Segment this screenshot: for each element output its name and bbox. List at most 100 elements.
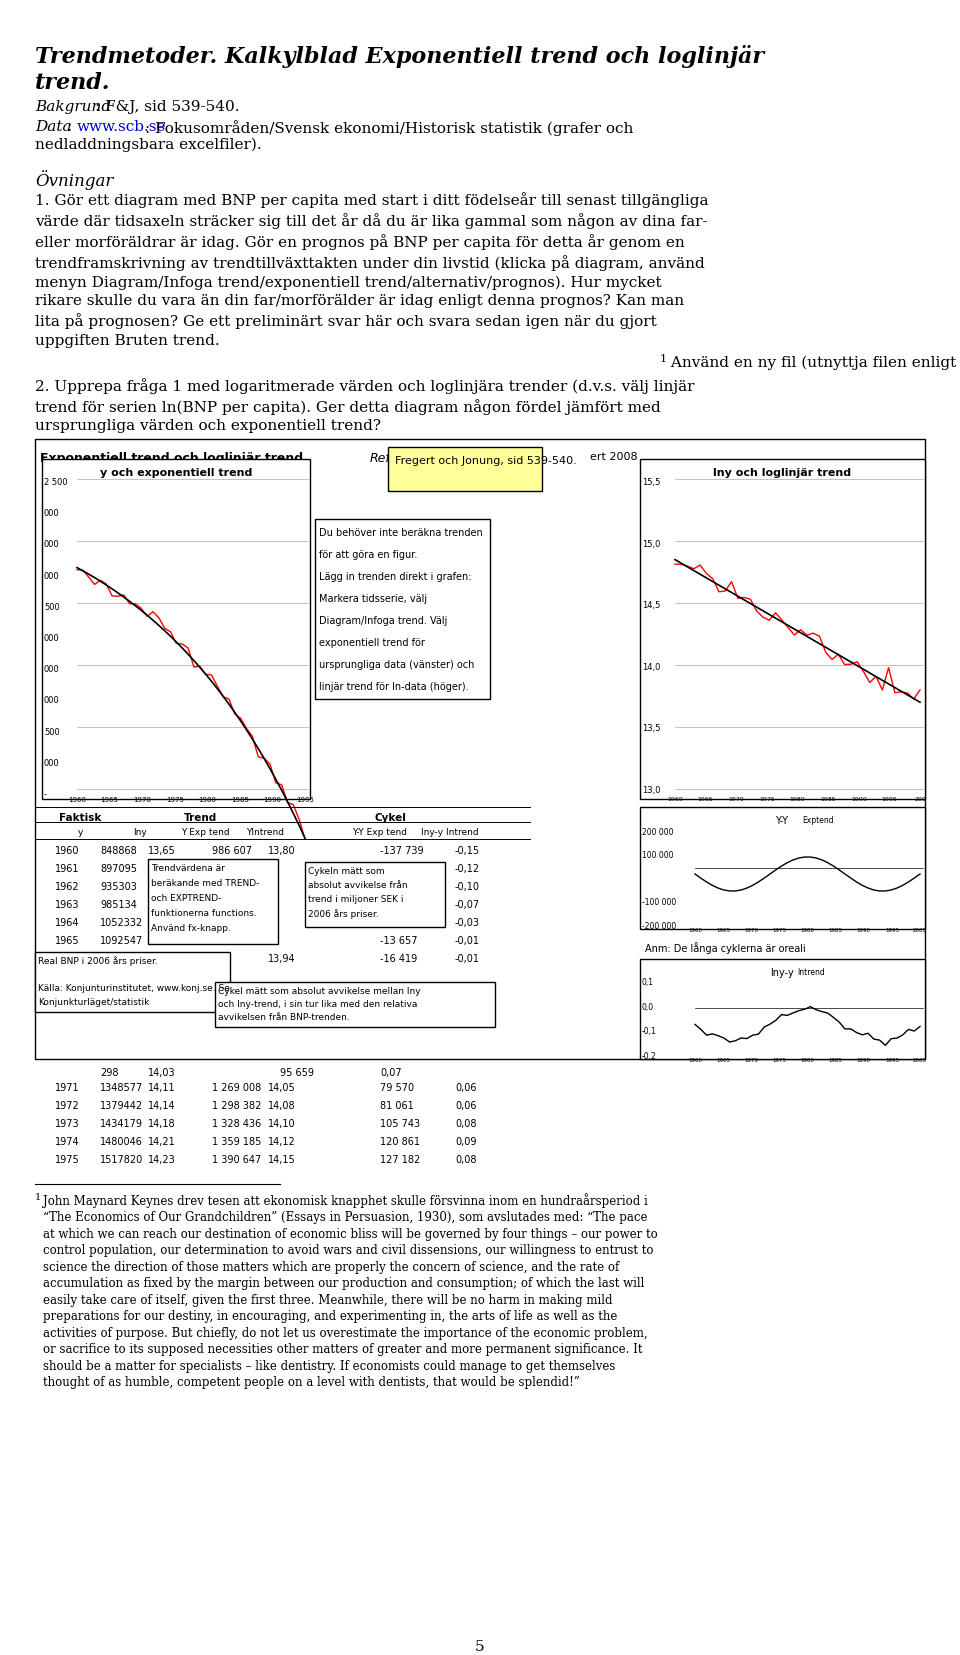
Text: beräkande med TREND-: beräkande med TREND-: [151, 879, 259, 887]
Bar: [35, 440, 925, 1059]
Text: 1974: 1974: [55, 1137, 80, 1147]
Text: 13,92: 13,92: [148, 935, 176, 945]
Text: 000: 000: [44, 540, 60, 549]
Text: -0,03: -0,03: [455, 917, 480, 927]
Text: 1 106 201: 1 106 201: [212, 935, 261, 945]
Text: -0,01: -0,01: [455, 935, 480, 945]
Text: 000: 000: [44, 508, 60, 518]
Text: nedladdningsbara excelfiler).: nedladdningsbara excelfiler).: [35, 137, 262, 152]
Text: 1990: 1990: [851, 796, 867, 801]
Text: 14,03: 14,03: [148, 1067, 176, 1077]
Text: ursprungliga data (vänster) och: ursprungliga data (vänster) och: [319, 660, 474, 670]
Text: 1379442: 1379442: [100, 1101, 143, 1111]
Text: 14,18: 14,18: [148, 1119, 176, 1129]
Text: exponentiell trend för: exponentiell trend för: [319, 637, 425, 647]
Text: Fregert och Jonung, sid 539-540.: Fregert och Jonung, sid 539-540.: [395, 455, 577, 465]
Text: 2005: 2005: [913, 1058, 927, 1063]
Text: 000: 000: [44, 634, 60, 642]
Text: Data: Data: [35, 119, 72, 134]
Text: Y-Y: Y-Y: [776, 816, 788, 826]
Text: 1975: 1975: [55, 1154, 80, 1165]
Text: Diagram/Infoga trend. Välj: Diagram/Infoga trend. Välj: [319, 616, 447, 626]
Bar: [148, 859, 278, 945]
Text: 1980: 1980: [801, 1058, 814, 1063]
Text: Konjunkturläget/statistik: Konjunkturläget/statistik: [38, 998, 150, 1006]
Text: 1 359 185: 1 359 185: [212, 1137, 261, 1147]
FancyBboxPatch shape: [388, 449, 542, 492]
Text: y: y: [78, 828, 83, 836]
Text: lny-y: lny-y: [770, 968, 794, 978]
Text: 0,07: 0,07: [380, 1067, 401, 1077]
Text: 105 743: 105 743: [380, 1119, 420, 1129]
Text: 1 269 008: 1 269 008: [212, 1082, 261, 1092]
Text: 14,0: 14,0: [642, 662, 660, 672]
Text: 1965: 1965: [716, 927, 731, 932]
Text: 1990: 1990: [856, 1058, 871, 1063]
Text: 1965: 1965: [716, 1058, 731, 1063]
Text: 1517820: 1517820: [100, 1154, 143, 1165]
Text: Cykel: Cykel: [374, 813, 406, 823]
Text: 14,10: 14,10: [268, 1119, 296, 1129]
Text: 000: 000: [44, 665, 60, 674]
Text: Referens: Referens: [370, 452, 425, 465]
Text: 200: 200: [914, 796, 925, 801]
Text: -: -: [44, 789, 47, 798]
Text: 2006 års priser.: 2006 års priser.: [308, 909, 378, 919]
Text: -0,2: -0,2: [642, 1051, 657, 1061]
Text: Använd fx-knapp.: Använd fx-knapp.: [151, 923, 230, 932]
Text: : Fokusområden/Svensk ekonomi/Historisk statistik (grafer och: : Fokusområden/Svensk ekonomi/Historisk …: [145, 119, 634, 136]
Text: 1975: 1975: [773, 927, 786, 932]
Text: 000: 000: [44, 758, 60, 768]
Text: 14,08: 14,08: [268, 1101, 296, 1111]
Text: www.scb.se: www.scb.se: [77, 119, 166, 134]
Text: lny och loglinjär trend: lny och loglinjär trend: [713, 468, 852, 478]
Text: 200 000: 200 000: [642, 828, 674, 836]
Text: 1971: 1971: [55, 1082, 80, 1092]
Text: 897095: 897095: [100, 864, 137, 874]
Text: Lägg in trenden direkt i grafen:: Lägg in trenden direkt i grafen:: [319, 571, 471, 581]
Text: -100 000: -100 000: [642, 899, 676, 907]
Text: 1. Gör ett diagram med BNP per capita med start i ditt födelseår till senast til: 1. Gör ett diagram med BNP per capita me…: [35, 192, 708, 348]
Text: 1995: 1995: [296, 796, 314, 803]
Bar: [315, 520, 490, 700]
Text: 1960: 1960: [688, 1058, 702, 1063]
Text: 14,5: 14,5: [642, 601, 660, 609]
Text: 1480046: 1480046: [100, 1137, 143, 1147]
Text: Cykel mätt som absolut avvikelse mellan lny: Cykel mätt som absolut avvikelse mellan …: [218, 986, 420, 995]
Text: Övningar: Övningar: [35, 170, 113, 190]
Text: Trend: Trend: [183, 813, 217, 823]
Text: John Maynard Keynes drev tesen att ekonomisk knapphet skulle försvinna inom en h: John Maynard Keynes drev tesen att ekono…: [43, 1192, 658, 1389]
Text: Trendmetoder. Kalkylblad Exponentiell trend och loglinjär: Trendmetoder. Kalkylblad Exponentiell tr…: [35, 45, 764, 68]
Text: 100 000: 100 000: [642, 851, 674, 861]
Text: 1995: 1995: [885, 1058, 899, 1063]
Text: -0,10: -0,10: [455, 882, 480, 892]
Text: 1 390 647: 1 390 647: [212, 1154, 261, 1165]
Text: 14,14: 14,14: [148, 1101, 176, 1111]
Text: lny-y Intrend: lny-y Intrend: [421, 828, 479, 836]
Text: 1990: 1990: [856, 927, 871, 932]
Text: 0,1: 0,1: [642, 978, 654, 986]
Text: 14,11: 14,11: [148, 1082, 176, 1092]
Text: 1960: 1960: [667, 796, 683, 801]
Text: och EXPTREND-: och EXPTREND-: [151, 894, 222, 902]
Text: 14,12: 14,12: [268, 1137, 296, 1147]
Text: Exponentiell trend och loglinjär trend: Exponentiell trend och loglinjär trend: [40, 452, 303, 465]
Text: 848868: 848868: [100, 846, 136, 856]
Text: trend i miljoner SEK i: trend i miljoner SEK i: [308, 894, 403, 904]
Text: 13,80: 13,80: [268, 846, 296, 856]
Text: 1962: 1962: [55, 882, 80, 892]
Text: -0,15: -0,15: [455, 846, 480, 856]
Text: -13 657: -13 657: [380, 935, 418, 945]
Text: 127 182: 127 182: [380, 1154, 420, 1165]
Text: 2 500: 2 500: [44, 478, 67, 487]
Text: 1: 1: [35, 1192, 41, 1202]
Text: -0,1: -0,1: [642, 1026, 657, 1036]
Text: -0,07: -0,07: [455, 899, 480, 910]
Text: 1963: 1963: [55, 899, 80, 910]
Text: 1965: 1965: [55, 935, 80, 945]
Text: Bakgrund: Bakgrund: [35, 99, 111, 114]
Text: 1985: 1985: [828, 927, 843, 932]
Text: 1052332: 1052332: [100, 917, 143, 927]
Text: linjär trend för ln-data (höger).: linjär trend för ln-data (höger).: [319, 682, 468, 692]
Text: 1960: 1960: [55, 846, 80, 856]
